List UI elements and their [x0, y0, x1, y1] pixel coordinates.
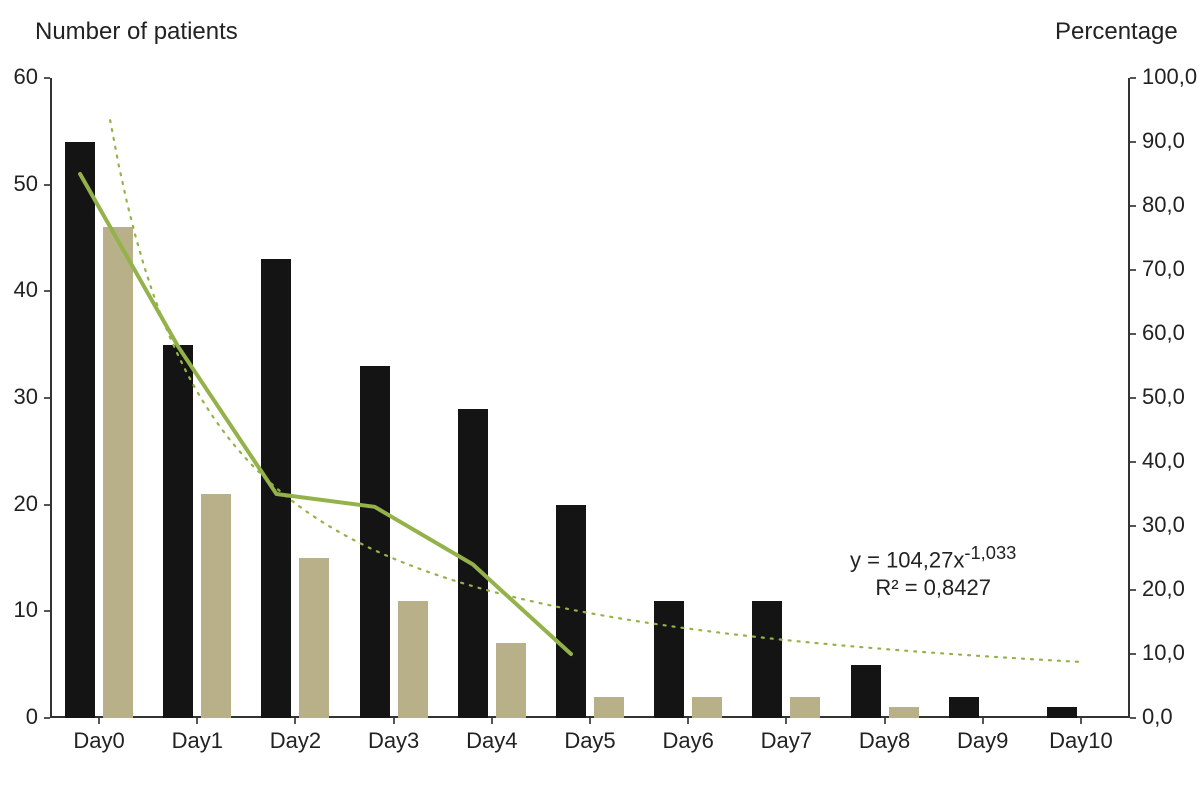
- y-left-tick-label: 20: [0, 491, 38, 517]
- x-category-label: Day5: [545, 728, 635, 754]
- y-left-tick-label: 30: [0, 384, 38, 410]
- y-left-tick-label: 0: [0, 704, 38, 730]
- equation-line-1: y = 104,27x-1,033: [850, 542, 1016, 574]
- x-tick: [884, 718, 886, 724]
- equation-prefix: y = 104,27x: [850, 547, 964, 572]
- y-left-tick-label: 50: [0, 171, 38, 197]
- overlay-svg: [50, 78, 1130, 718]
- x-category-label: Day6: [643, 728, 733, 754]
- y-right-tick: [1130, 589, 1136, 591]
- equation-line-2: R² = 0,8427: [850, 574, 1016, 602]
- x-tick: [785, 718, 787, 724]
- y-right-tick-label: 70,0: [1142, 256, 1200, 282]
- x-category-label: Day1: [152, 728, 242, 754]
- x-tick: [98, 718, 100, 724]
- x-tick: [294, 718, 296, 724]
- y-right-tick: [1130, 333, 1136, 335]
- y-left-tick-label: 40: [0, 277, 38, 303]
- y-right-tick-label: 50,0: [1142, 384, 1200, 410]
- y-right-tick-label: 80,0: [1142, 192, 1200, 218]
- x-category-label: Day7: [741, 728, 831, 754]
- x-category-label: Day0: [54, 728, 144, 754]
- x-tick: [1080, 718, 1082, 724]
- y-left-tick-label: 10: [0, 597, 38, 623]
- y-right-tick: [1130, 717, 1136, 719]
- y-right-tick: [1130, 525, 1136, 527]
- x-tick: [491, 718, 493, 724]
- y-right-tick-label: 100,0: [1142, 64, 1200, 90]
- y-right-tick-label: 20,0: [1142, 576, 1200, 602]
- y-right-tick-label: 10,0: [1142, 640, 1200, 666]
- y-right-tick-label: 0,0: [1142, 704, 1200, 730]
- x-category-label: Day9: [938, 728, 1028, 754]
- chart-root: Number of patients Percentage 0102030405…: [0, 0, 1200, 792]
- y-right-tick: [1130, 461, 1136, 463]
- y-right-tick: [1130, 141, 1136, 143]
- x-category-label: Day8: [840, 728, 930, 754]
- y-right-tick: [1130, 397, 1136, 399]
- equation-exponent: -1,033: [964, 542, 1016, 563]
- x-tick: [393, 718, 395, 724]
- y-right-tick: [1130, 269, 1136, 271]
- percentage-line: [80, 174, 571, 654]
- x-tick: [687, 718, 689, 724]
- y-right-tick: [1130, 77, 1136, 79]
- axis-title-right: Percentage: [1055, 18, 1178, 46]
- axis-title-left: Number of patients: [35, 18, 238, 46]
- y-right-tick-label: 90,0: [1142, 128, 1200, 154]
- plot-area: 01020304050600,010,020,030,040,050,060,0…: [50, 78, 1130, 718]
- x-category-label: Day4: [447, 728, 537, 754]
- y-left-tick-label: 60: [0, 64, 38, 90]
- y-right-tick: [1130, 205, 1136, 207]
- x-category-label: Day3: [349, 728, 439, 754]
- y-right-tick: [1130, 653, 1136, 655]
- y-right-tick-label: 40,0: [1142, 448, 1200, 474]
- y-right-tick-label: 30,0: [1142, 512, 1200, 538]
- x-tick: [196, 718, 198, 724]
- trend-equation: y = 104,27x-1,033 R² = 0,8427: [850, 542, 1016, 601]
- x-category-label: Day2: [250, 728, 340, 754]
- y-right-tick-label: 60,0: [1142, 320, 1200, 346]
- x-tick: [589, 718, 591, 724]
- x-tick: [982, 718, 984, 724]
- x-category-label: Day10: [1036, 728, 1126, 754]
